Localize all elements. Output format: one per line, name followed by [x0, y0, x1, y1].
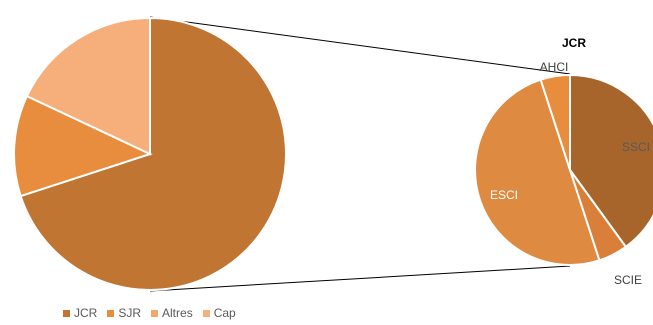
connector-line-top: [149, 16, 571, 75]
legend-label-cap: Cap: [213, 306, 236, 320]
slice-jcr: [19, 16, 287, 291]
slice-ssci: [569, 73, 653, 249]
sub-pie-label-esci: ESCI: [490, 188, 518, 202]
legend: JCR SJR Altres Cap: [63, 306, 236, 320]
legend-item-jcr: JCR: [63, 306, 97, 320]
sub-pie-label-scie: SCIE: [614, 273, 642, 287]
legend-swatch-sjr: [107, 309, 115, 317]
legend-label-jcr: JCR: [74, 306, 98, 320]
connector-line-bottom: [149, 265, 571, 292]
legend-swatch-altres: [151, 309, 159, 317]
legend-swatch-cap: [202, 309, 210, 317]
slice-sjr: [13, 94, 153, 198]
sub-pie-labels: SSCI SCIE ESCI AHCI: [490, 60, 650, 287]
slice-ahci: [539, 73, 571, 171]
sub-pie: [474, 73, 653, 266]
slice-cap: [25, 16, 151, 156]
sub-pie-title: JCR: [562, 36, 586, 50]
legend-swatch-jcr: [63, 309, 70, 317]
main-pie: [13, 16, 287, 291]
legend-label-sjr: SJR: [118, 306, 142, 320]
slice-esci: [474, 78, 601, 266]
connector-lines: [149, 16, 571, 292]
legend-label-altres: Altres: [162, 306, 193, 320]
legend-item-cap: Cap: [202, 306, 236, 320]
sub-pie-label-ahci: AHCI: [540, 60, 569, 74]
sub-pie-label-ssci: SSCI: [622, 140, 650, 154]
legend-item-sjr: SJR: [107, 306, 141, 320]
legend-item-altres: Altres: [151, 306, 193, 320]
